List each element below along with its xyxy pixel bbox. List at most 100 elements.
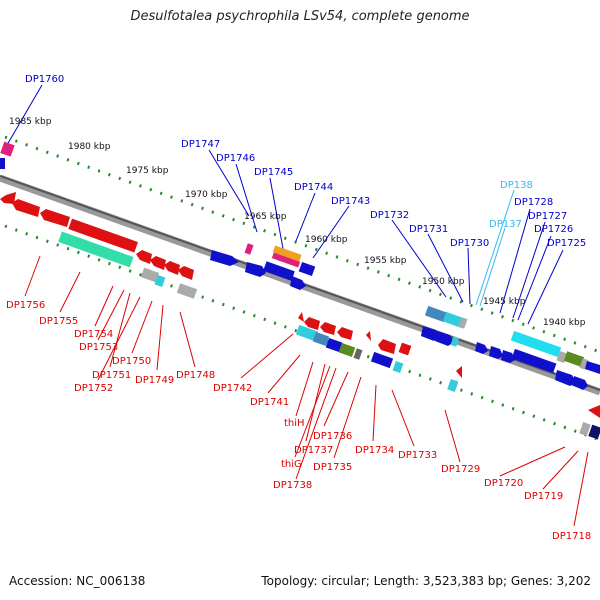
accession-text: Accession: NC_006138 bbox=[9, 574, 146, 588]
gene-block bbox=[0, 141, 15, 157]
gene-label: DP1756 bbox=[6, 300, 45, 311]
callout-line bbox=[333, 376, 362, 459]
gene-block bbox=[447, 378, 459, 392]
gene-block bbox=[58, 231, 134, 268]
gene-label: DP1731 bbox=[409, 224, 448, 235]
gene-block bbox=[0, 192, 16, 204]
gene-label: DP1737 bbox=[294, 445, 333, 456]
callout-line bbox=[444, 409, 461, 463]
gene-label: DP1728 bbox=[514, 197, 553, 208]
callout-line bbox=[240, 333, 294, 379]
gene-block bbox=[210, 250, 239, 266]
gene-label: DP1745 bbox=[254, 167, 293, 178]
gene-label: DP1720 bbox=[484, 478, 523, 489]
gene-label: DP1741 bbox=[250, 397, 289, 408]
gene-block bbox=[320, 322, 336, 335]
gene-block bbox=[456, 366, 462, 378]
gene-label: DP1726 bbox=[534, 224, 573, 235]
gene-label: DP1755 bbox=[39, 316, 78, 327]
gene-label: DP1729 bbox=[441, 464, 480, 475]
gene-label: DP1751 bbox=[92, 370, 131, 381]
callout-line bbox=[499, 446, 566, 477]
gene-block bbox=[0, 158, 5, 169]
gene-block bbox=[244, 243, 254, 255]
gene-block bbox=[579, 422, 591, 436]
callout-line bbox=[391, 219, 447, 298]
scale-label: 1940 kbp bbox=[543, 318, 586, 328]
gene-block bbox=[421, 326, 440, 341]
callout-line bbox=[467, 247, 471, 305]
gene-label: DP1753 bbox=[79, 342, 118, 353]
gene-block bbox=[475, 342, 488, 354]
scale-label: 1950 kbp bbox=[422, 277, 465, 287]
gene-block bbox=[510, 330, 562, 358]
gene-label: DP1750 bbox=[112, 356, 151, 367]
scale-label: 1985 kbp bbox=[9, 117, 52, 127]
callout-line bbox=[512, 221, 546, 319]
scale-label: 1945 kbp bbox=[483, 297, 526, 307]
gene-block bbox=[370, 351, 394, 369]
gene-block bbox=[489, 346, 503, 359]
callout-line bbox=[97, 296, 141, 381]
gene-label: DP1748 bbox=[176, 370, 215, 381]
gene-label: DP1735 bbox=[313, 462, 352, 473]
gene-label: DP1727 bbox=[528, 211, 567, 222]
gene-block bbox=[68, 218, 138, 253]
gene-block bbox=[298, 261, 316, 277]
gene-block bbox=[154, 274, 166, 288]
gene-label: DP1742 bbox=[213, 383, 252, 394]
callout-line bbox=[94, 285, 114, 327]
callout-line bbox=[295, 192, 316, 242]
gene-label: thiH bbox=[284, 418, 305, 429]
gene-label: DP1749 bbox=[135, 375, 174, 386]
map-title: Desulfotalea psychrophila LSv54, complet… bbox=[130, 9, 470, 24]
gene-block bbox=[353, 348, 363, 360]
gene-block bbox=[555, 370, 576, 386]
gene-block bbox=[585, 361, 600, 374]
callout-line bbox=[131, 300, 153, 354]
callout-line bbox=[372, 384, 377, 442]
callout-line bbox=[479, 227, 506, 307]
gene-block bbox=[588, 405, 600, 418]
callout-line bbox=[427, 233, 464, 303]
genome-summary-text: Topology: circular; Length: 3,523,383 bp… bbox=[261, 574, 591, 588]
scale-label: 1970 kbp bbox=[185, 190, 228, 200]
gene-block bbox=[12, 199, 40, 217]
callout-line bbox=[542, 450, 579, 490]
gene-block bbox=[572, 376, 588, 390]
gene-block bbox=[424, 305, 448, 323]
gene-block bbox=[136, 250, 152, 264]
callout-line bbox=[312, 205, 350, 259]
rna-label: DP138 bbox=[500, 180, 533, 191]
callout-line bbox=[59, 271, 81, 313]
scale-label: 1965 kbp bbox=[244, 212, 287, 222]
gene-block bbox=[290, 276, 306, 290]
gene-label: DP1730 bbox=[450, 238, 489, 249]
gene-label: DP1718 bbox=[552, 531, 591, 542]
gene-label: DP1733 bbox=[398, 450, 437, 461]
gene-block bbox=[298, 312, 304, 322]
gene-block bbox=[263, 261, 295, 281]
gene-block bbox=[398, 342, 412, 356]
scale-label: 1955 kbp bbox=[364, 256, 407, 266]
rna-label: DP137 bbox=[489, 219, 522, 230]
gene-label: DP1734 bbox=[355, 445, 394, 456]
callout-line bbox=[391, 389, 415, 447]
gene-block bbox=[140, 267, 160, 283]
gene-label: DP1719 bbox=[524, 491, 563, 502]
gene-label: thiG bbox=[281, 459, 302, 470]
callout-line bbox=[156, 304, 164, 371]
gene-label: DP1760 bbox=[25, 74, 64, 85]
gene-label: DP1747 bbox=[181, 139, 220, 150]
gene-block bbox=[511, 348, 557, 374]
scale-label: 1980 kbp bbox=[68, 142, 111, 152]
gene-block bbox=[501, 350, 515, 363]
callout-line bbox=[6, 84, 43, 146]
gene-block bbox=[271, 252, 301, 268]
gene-label: DP1736 bbox=[313, 431, 352, 442]
callout-line bbox=[235, 163, 258, 233]
callout-line bbox=[294, 365, 331, 458]
callout-line bbox=[295, 361, 314, 417]
gene-label: DP1743 bbox=[331, 196, 370, 207]
